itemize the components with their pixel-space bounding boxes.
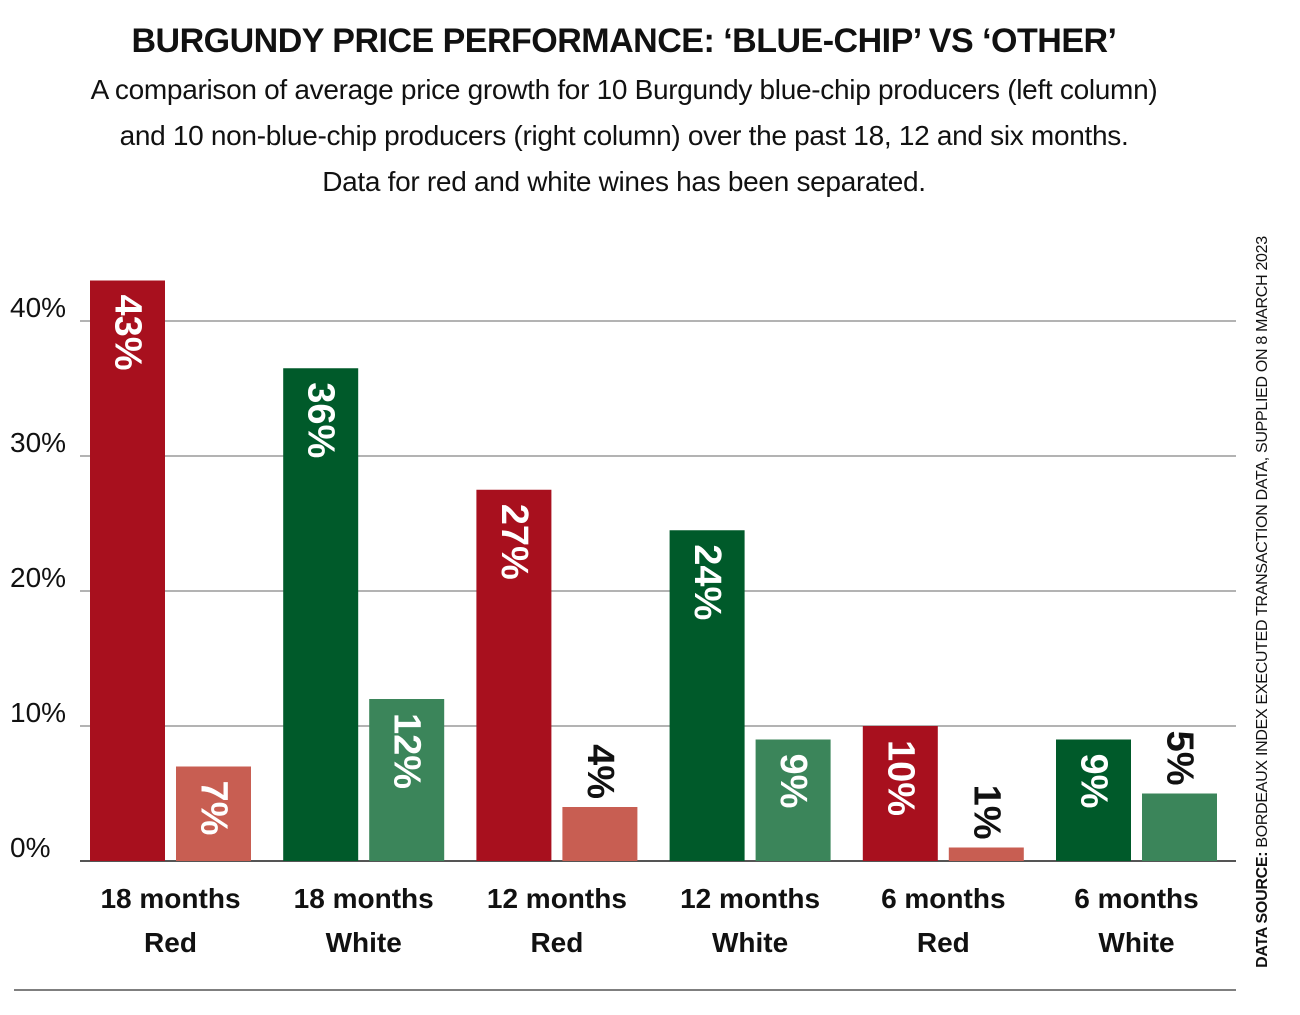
bar-blue-chip — [669, 530, 745, 861]
chart-subtitle-line-1: A comparison of average price growth for… — [90, 74, 1158, 105]
data-source-note: DATA SOURCE: BORDEAUX INDEX EXECUTED TRA… — [1254, 236, 1272, 968]
bar-value-label: 9% — [772, 754, 814, 809]
x-tick-label: 12 months — [487, 883, 627, 914]
y-tick-label: 10% — [10, 697, 66, 728]
bar-value-label: 27% — [493, 504, 535, 580]
bar-blue-chip — [862, 726, 938, 861]
x-tick-label: Red — [530, 927, 583, 958]
bar-blue-chip — [476, 489, 552, 861]
y-tick-label: 30% — [10, 427, 66, 458]
x-tick-label: White — [1098, 927, 1174, 958]
chart-subtitle-line-3: Data for red and white wines has been se… — [322, 166, 926, 197]
bar-other — [176, 766, 251, 861]
bar-value-label: 4% — [579, 744, 621, 799]
bar-blue-chip — [1056, 739, 1131, 861]
bar-value-label: 7% — [193, 781, 235, 836]
bar-blue-chip — [90, 280, 165, 861]
x-tick-label: Red — [144, 927, 197, 958]
bar-value-label: 10% — [879, 740, 921, 816]
x-tick-label: 12 months — [680, 883, 820, 914]
bar-value-label: 5% — [1159, 731, 1201, 786]
x-tick-label: 18 months — [294, 883, 434, 914]
y-tick-label: 40% — [10, 292, 66, 323]
chart-subtitle-line-2: and 10 non-blue-chip producers (right co… — [119, 120, 1129, 151]
bar-value-label: 24% — [686, 544, 728, 620]
bar-value-label: 43% — [107, 295, 149, 371]
x-tick-label: Red — [917, 927, 970, 958]
bar-other — [948, 847, 1024, 861]
x-tick-label: 18 months — [100, 883, 240, 914]
x-tick-label: 6 months — [1074, 883, 1198, 914]
bar-other — [369, 699, 445, 861]
bar-other — [755, 739, 831, 861]
x-tick-label: 6 months — [881, 883, 1005, 914]
chart-title: BURGUNDY PRICE PERFORMANCE: ‘BLUE-CHIP’ … — [131, 22, 1117, 60]
bar-other — [562, 807, 638, 861]
bar-other — [1142, 793, 1217, 861]
x-tick-label: White — [326, 927, 402, 958]
bar-value-label: 12% — [386, 713, 428, 789]
y-tick-label: 20% — [10, 562, 66, 593]
data-source-label: DATA SOURCE: — [1254, 851, 1271, 968]
bar-value-label: 1% — [965, 785, 1007, 840]
bar-blue-chip — [283, 368, 359, 861]
x-tick-label: White — [712, 927, 788, 958]
data-source-text: BORDEAUX INDEX EXECUTED TRANSACTION DATA… — [1254, 236, 1271, 848]
y-tick-label: 0% — [10, 832, 50, 863]
bar-value-label: 36% — [300, 382, 342, 458]
bar-value-label: 9% — [1073, 754, 1115, 809]
